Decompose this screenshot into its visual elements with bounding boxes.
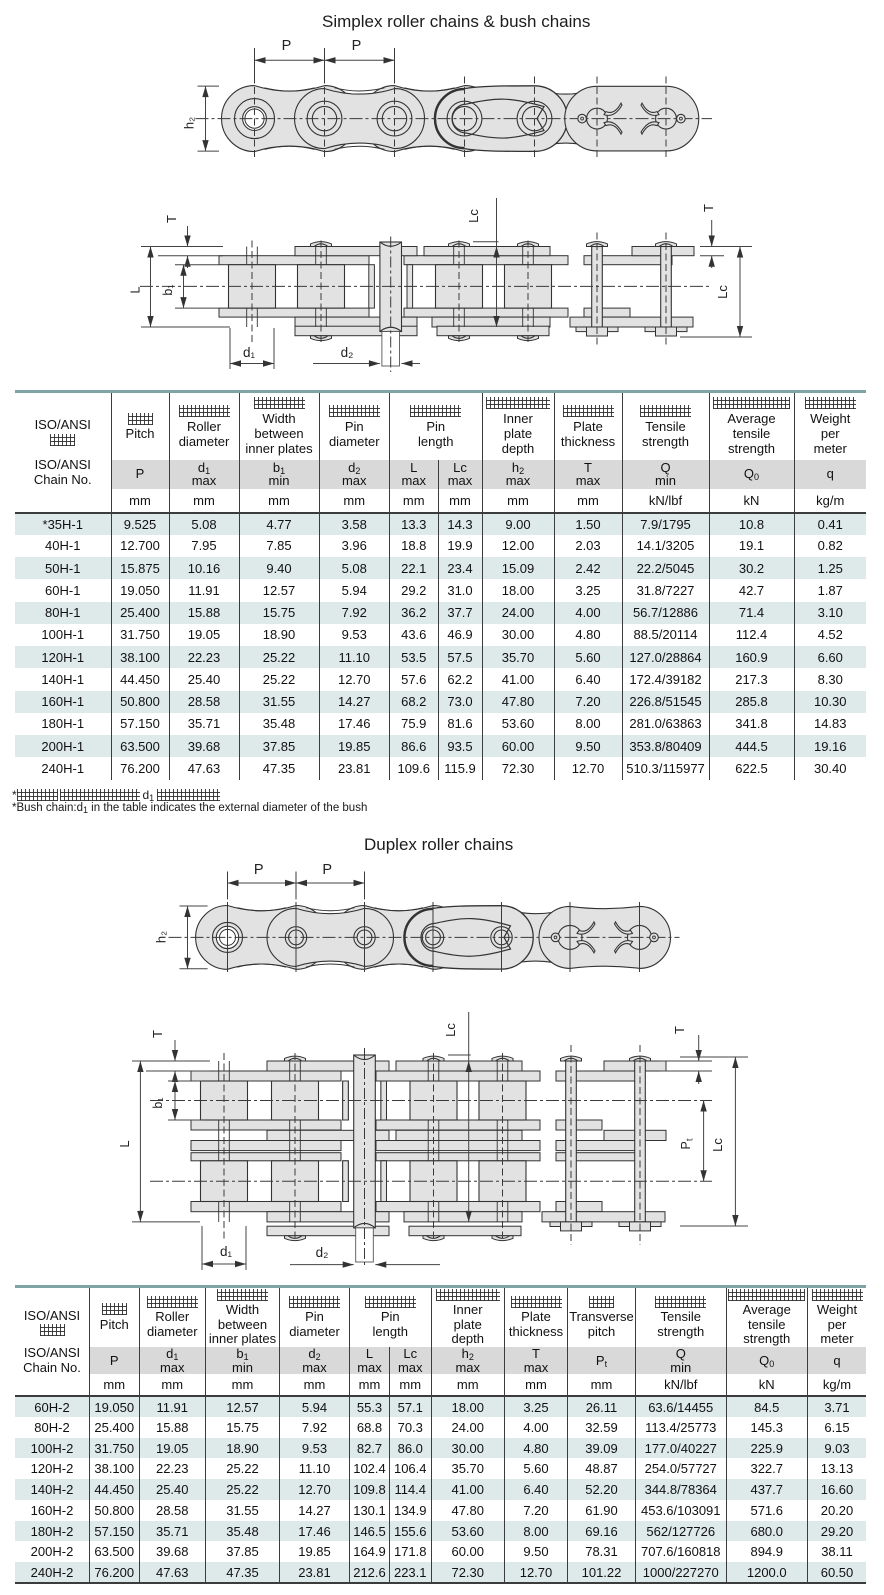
svg-text:b₁: b₁ <box>151 1097 165 1108</box>
svg-text:T: T <box>701 204 716 212</box>
svg-text:h₂: h₂ <box>154 931 169 943</box>
svg-text:P: P <box>254 862 264 878</box>
svg-text:P: P <box>352 38 362 54</box>
svg-text:L: L <box>128 286 143 293</box>
svg-text:b₁: b₁ <box>161 284 175 295</box>
svg-text:L: L <box>117 1140 132 1147</box>
svg-text:T: T <box>672 1026 687 1034</box>
svg-text:Lc: Lc <box>443 1023 458 1037</box>
svg-text:T: T <box>150 1030 165 1038</box>
svg-text:d₁: d₁ <box>220 1244 233 1259</box>
svg-text:d₂: d₂ <box>341 345 354 360</box>
svg-text:P: P <box>282 38 292 54</box>
svg-text:d₁: d₁ <box>243 345 256 360</box>
svg-text:h₂: h₂ <box>182 117 197 129</box>
svg-text:Pt: Pt <box>679 1138 696 1149</box>
svg-text:Lc: Lc <box>466 209 481 223</box>
svg-text:Lc: Lc <box>715 285 730 299</box>
svg-text:P: P <box>322 862 332 878</box>
svg-text:Lc: Lc <box>710 1138 725 1152</box>
svg-text:d₂: d₂ <box>316 1245 329 1260</box>
svg-text:T: T <box>164 215 179 223</box>
